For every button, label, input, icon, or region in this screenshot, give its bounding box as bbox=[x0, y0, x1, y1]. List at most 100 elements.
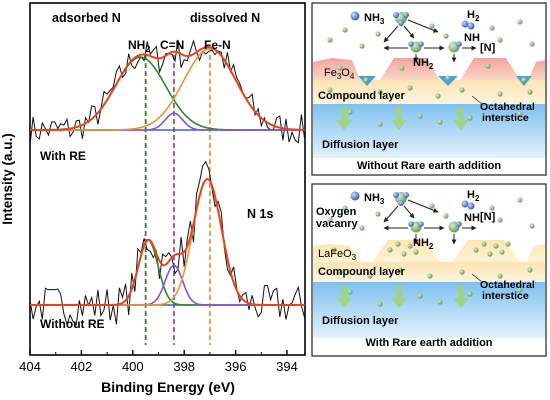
nitrogen-atom bbox=[497, 91, 503, 97]
nitrogen-atom bbox=[397, 267, 403, 273]
nitrogen-atom bbox=[337, 269, 343, 275]
label-vacancy: vacanry bbox=[316, 218, 358, 230]
nitrogen-atom bbox=[443, 213, 449, 219]
peak-label-fen: Fe-N bbox=[204, 38, 231, 52]
label-n-atom: [N] bbox=[480, 211, 496, 223]
oxide-bump bbox=[380, 58, 440, 80]
nitrogen-atom bbox=[359, 225, 365, 231]
nitrogen-atom bbox=[331, 247, 337, 253]
nitrogen-atom bbox=[437, 119, 443, 125]
nitrogen-atom bbox=[429, 203, 435, 209]
nitrogen-atom bbox=[429, 23, 435, 29]
nitrogen-atom bbox=[517, 197, 523, 203]
nitrogen-atom bbox=[407, 243, 413, 249]
nitrogen-atom bbox=[375, 211, 381, 217]
label-nh: NH bbox=[464, 32, 480, 44]
nitrogen-atom bbox=[489, 205, 495, 211]
y-axis-label: Intensity (a.u.) bbox=[0, 133, 15, 225]
nitrogen-atom bbox=[375, 31, 381, 37]
nitrogen-atom bbox=[395, 241, 401, 247]
x-tick-label: 396 bbox=[225, 359, 247, 374]
x-ticks: 404 402 400 398 396 394 bbox=[19, 350, 298, 374]
label-compound-layer: Compound layer bbox=[318, 90, 406, 102]
dissolved-n-label: dissolved N bbox=[190, 11, 260, 25]
label-oxide: Fe3O4 bbox=[324, 67, 355, 81]
nitrogen-atom bbox=[473, 247, 479, 253]
schematic-without-rare-earth: NH3 H2 NH NH2 [N] Fe3O4 Compound layer O… bbox=[311, 2, 547, 176]
oxide-bump bbox=[313, 58, 360, 80]
nitrogen-atom bbox=[489, 25, 495, 31]
x-tick-label: 402 bbox=[71, 359, 93, 374]
label-octahedral: Octahedral bbox=[480, 101, 535, 113]
oxide-bump bbox=[313, 244, 362, 262]
x-tick-label: 400 bbox=[122, 359, 144, 374]
nitrogen-atom bbox=[487, 251, 493, 257]
nitrogen-atom bbox=[529, 223, 535, 229]
nitrogen-atom bbox=[359, 43, 365, 49]
nitrogen-atom bbox=[327, 37, 333, 43]
label-nh3: NH3 bbox=[364, 12, 385, 26]
fit-envelope bbox=[30, 45, 305, 131]
nitrogen-atom bbox=[367, 273, 373, 279]
nitrogen-atom bbox=[327, 217, 333, 223]
nitrogen-atom bbox=[485, 63, 491, 69]
label-h2: H2 bbox=[467, 9, 480, 23]
nitrogen-atom bbox=[401, 251, 407, 257]
peak-label-nh2: NH2 bbox=[128, 38, 150, 54]
label-nh3: NH3 bbox=[364, 192, 385, 206]
label-h2: H2 bbox=[467, 189, 480, 203]
nitrogen-atom bbox=[363, 77, 369, 83]
nitrogen-atom bbox=[427, 273, 433, 279]
nitrogen-atom bbox=[517, 111, 523, 117]
pore bbox=[438, 76, 458, 86]
oxide-bump bbox=[372, 240, 440, 262]
sample-label-with-re: With RE bbox=[40, 149, 86, 163]
nitrogen-atom bbox=[493, 243, 499, 249]
label-nh: NH bbox=[464, 212, 480, 224]
nitrogen-atom bbox=[435, 93, 441, 99]
nitrogen-atom bbox=[377, 89, 383, 95]
caption-without-rare-earth: Without Rare earth addition bbox=[357, 160, 501, 172]
nitrogen-atom bbox=[497, 273, 503, 279]
nitrogen-atom bbox=[521, 77, 527, 83]
nitrogen-atom bbox=[407, 85, 413, 91]
molecule-nh3 bbox=[350, 191, 409, 206]
nitrogen-atom bbox=[527, 89, 533, 95]
nitrogen-atoms-top bbox=[327, 19, 535, 127]
fitted-envelopes bbox=[30, 45, 305, 306]
label-nh2: NH2 bbox=[413, 237, 434, 251]
label-oxide: LaFeO3 bbox=[318, 248, 357, 262]
nitrogen-atom bbox=[347, 289, 353, 295]
nitrogen-atom bbox=[377, 121, 383, 127]
nitrogen-atom bbox=[437, 299, 443, 305]
nitrogen-atom bbox=[347, 109, 353, 115]
molecule-nh2 bbox=[408, 41, 424, 53]
nitrogen-atom bbox=[377, 301, 383, 307]
molecule-nh3 bbox=[350, 11, 409, 26]
nitrogen-atom bbox=[527, 267, 533, 273]
x-axis-label: Binding Energy (eV) bbox=[101, 379, 235, 395]
nitrogen-atom bbox=[481, 241, 487, 247]
nitrogen-atom bbox=[505, 241, 511, 247]
region-label: N 1s bbox=[247, 207, 273, 221]
molecule-h2 bbox=[461, 20, 475, 30]
compound-layer-top bbox=[313, 80, 545, 104]
nitrogen-atom bbox=[417, 293, 423, 299]
label-oxygen: Oxygen bbox=[316, 206, 357, 218]
nitrogen-atom bbox=[459, 87, 465, 93]
sample-label-without-re: Without RE bbox=[40, 317, 105, 331]
nitrogen-atom bbox=[337, 65, 343, 71]
molecule-nh2 bbox=[408, 221, 424, 233]
nitrogen-atoms-bottom bbox=[327, 197, 535, 307]
nitrogen-atom bbox=[499, 249, 505, 255]
adsorbed-n-label: adsorbed N bbox=[52, 11, 121, 25]
oxide-bump bbox=[452, 240, 520, 262]
nitrogen-atom bbox=[497, 217, 503, 223]
nitrogen-atom bbox=[497, 37, 503, 43]
nitrogen-atom bbox=[517, 287, 523, 293]
x-tick-label: 404 bbox=[19, 359, 41, 374]
label-nh2: NH2 bbox=[413, 57, 434, 71]
label-n-atom: [N] bbox=[480, 42, 496, 54]
caption-with-rare-earth: With Rare earth addition bbox=[365, 337, 492, 349]
